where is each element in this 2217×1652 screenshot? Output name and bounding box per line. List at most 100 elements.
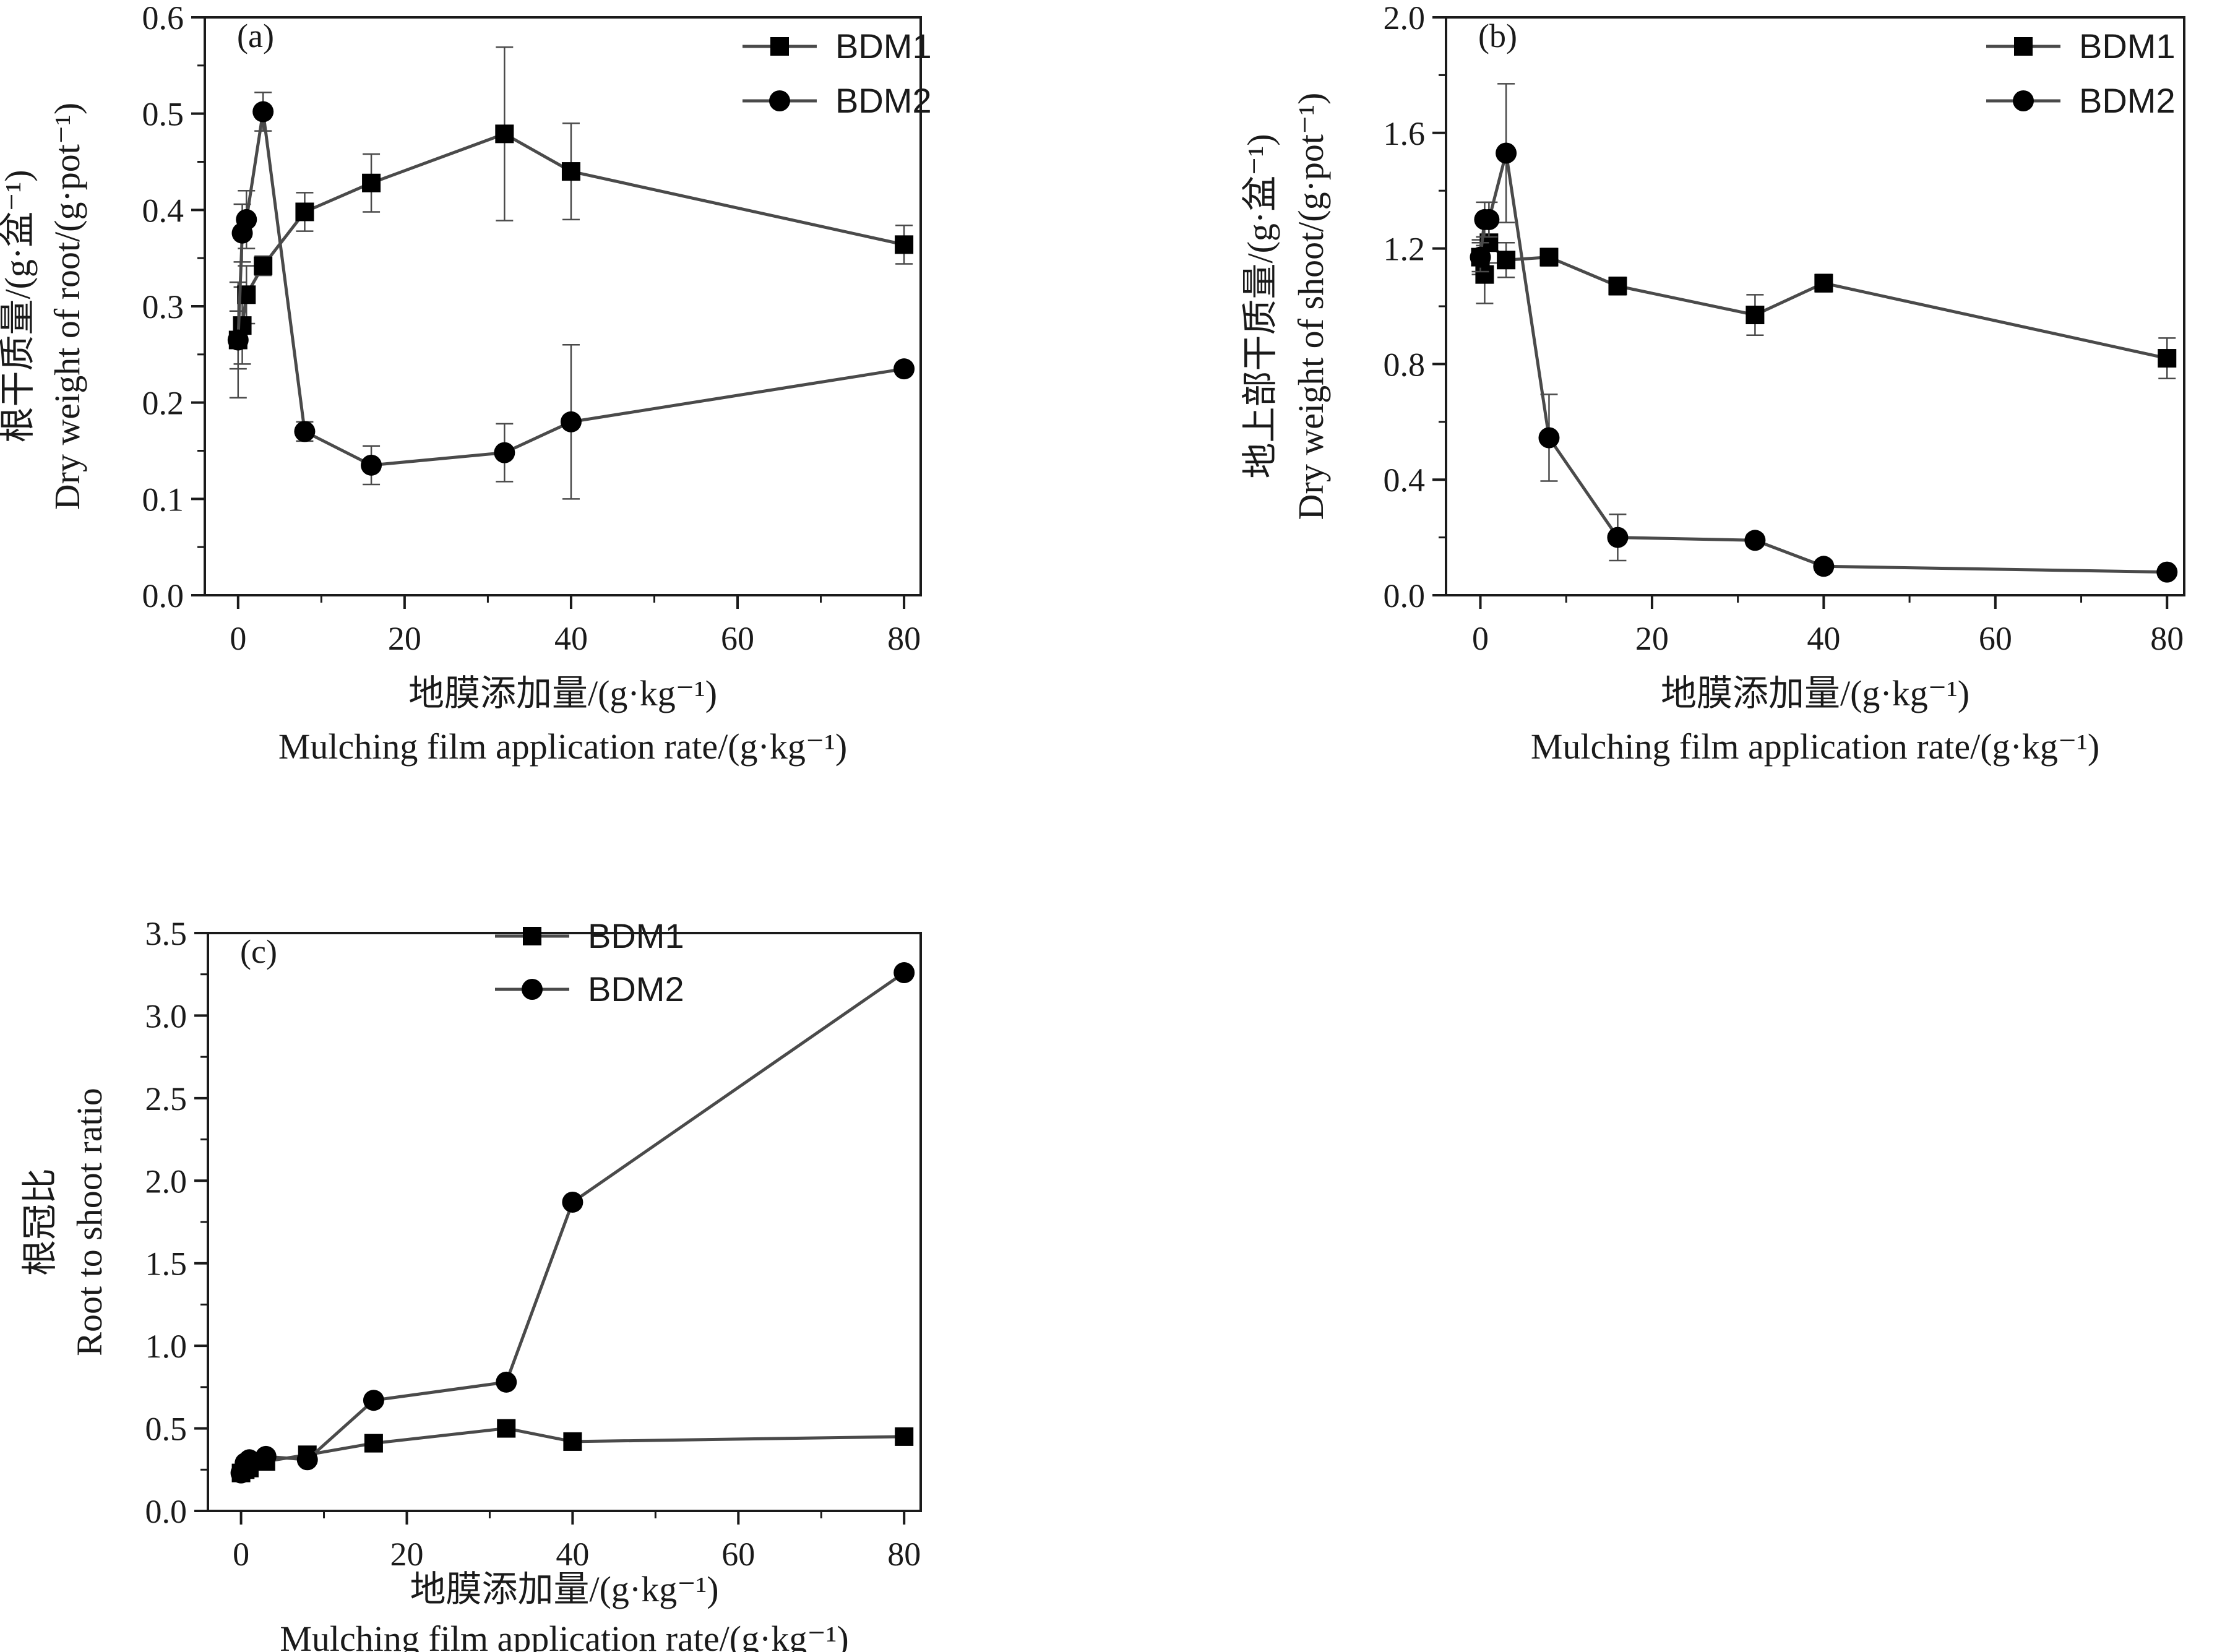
x-tick-label: 0 xyxy=(233,1536,249,1573)
series-line xyxy=(239,971,905,1474)
legend-marker xyxy=(769,90,790,111)
y-axis-title: Dry weight of shoot/(g·pot⁻¹) xyxy=(1291,93,1331,520)
x-tick-label: 0 xyxy=(230,620,246,657)
y-tick-label: 1.2 xyxy=(1384,231,1426,268)
chart-panel-a: 0 20 40 60 80 0.0 0.1 0.2 0.3 0.4 0.5 0.6 (a) 根干质量/(g… xyxy=(0,0,932,767)
legend-marker xyxy=(2014,37,2033,56)
data-point xyxy=(1475,265,1494,284)
y-tick-label: 1.0 xyxy=(145,1328,187,1365)
legend-entry: BDM1 xyxy=(495,916,684,955)
y-tick-label: 0.0 xyxy=(1384,577,1426,614)
y-tick-label: 2.5 xyxy=(145,1080,187,1117)
y-axis-title: Dry weight of root/(g·pot⁻¹) xyxy=(47,103,87,510)
x-axis-title: 地膜添加量/(g·kg⁻¹) xyxy=(1661,673,1969,713)
panel-label: (a) xyxy=(237,17,274,54)
x-tick-label: 60 xyxy=(721,1536,755,1573)
data-point xyxy=(252,101,274,123)
data-point xyxy=(563,1432,582,1451)
x-axis-title: Mulching film application rate/(g·kg⁻¹) xyxy=(278,726,847,767)
data-point xyxy=(362,173,381,192)
data-point xyxy=(254,256,273,275)
x-tick-label: 40 xyxy=(1807,620,1840,657)
y-axis-title: Root to shoot ratio xyxy=(69,1088,110,1356)
data-point xyxy=(1538,427,1560,449)
data-point xyxy=(895,1427,914,1446)
y-tick-label: 1.5 xyxy=(145,1245,187,1283)
data-point xyxy=(1497,251,1516,270)
x-axis-title: 地膜添加量/(g·kg⁻¹) xyxy=(410,1569,718,1609)
y-tick-label: 0.3 xyxy=(142,288,184,325)
x-axis-title: Mulching film application rate/(g·kg⁻¹) xyxy=(1531,726,2099,767)
x-tick-label: 20 xyxy=(390,1536,423,1573)
legend-marker xyxy=(523,927,541,945)
data-point xyxy=(2156,561,2178,583)
data-point xyxy=(238,1449,260,1471)
x-tick-label: 40 xyxy=(556,1536,589,1573)
data-point xyxy=(1470,246,1491,268)
data-point xyxy=(295,202,314,222)
data-point xyxy=(1813,556,1835,577)
data-point xyxy=(1539,247,1559,267)
data-point xyxy=(893,358,915,380)
legend-entry: BDM1 xyxy=(743,27,932,66)
data-point xyxy=(363,1390,384,1411)
y-axis-title: 根冠比 xyxy=(20,1168,60,1276)
y-tick-label: 3.5 xyxy=(145,915,187,952)
legend-label: BDM2 xyxy=(2079,81,2176,120)
y-tick-label: 2.0 xyxy=(1384,0,1426,37)
y-tick-label: 0.1 xyxy=(142,481,184,518)
data-point xyxy=(364,1434,383,1453)
y-tick-label: 0.0 xyxy=(142,577,184,614)
legend-label: BDM1 xyxy=(835,27,932,66)
chart-panel-b: 0 20 40 60 80 0.0 0.4 0.8 1.2 1.6 2.0 (b) 地上部干质量/(g·… xyxy=(1240,0,2185,767)
legend-marker xyxy=(2013,90,2034,111)
y-tick-label: 0.2 xyxy=(142,385,184,422)
series-line xyxy=(1479,239,2167,360)
y-tick-label: 0.6 xyxy=(142,0,184,37)
x-tick-label: 20 xyxy=(1635,620,1669,657)
legend-label: BDM1 xyxy=(588,916,684,955)
x-tick-label: 80 xyxy=(887,620,921,657)
x-tick-label: 80 xyxy=(887,1536,921,1573)
data-point xyxy=(1608,277,1627,296)
x-tick-label: 60 xyxy=(721,620,754,657)
data-point xyxy=(895,235,914,254)
data-point xyxy=(1496,142,1517,164)
data-point xyxy=(361,454,382,476)
x-tick-label: 0 xyxy=(1472,620,1489,657)
data-point xyxy=(494,442,515,463)
x-axis-title: 地膜添加量/(g·kg⁻¹) xyxy=(408,673,717,713)
data-point xyxy=(227,329,249,351)
x-axis-title: Mulching film application rate/(g·kg⁻¹) xyxy=(280,1619,848,1652)
x-tick-label: 20 xyxy=(388,620,421,657)
panel-label: (b) xyxy=(1478,17,1517,54)
data-point xyxy=(560,411,582,432)
legend-marker xyxy=(770,37,789,56)
panel-label: (c) xyxy=(240,933,277,970)
legend-label: BDM2 xyxy=(835,81,932,120)
series-bdm2 xyxy=(230,962,915,1484)
data-point xyxy=(1607,527,1629,548)
data-point xyxy=(561,162,580,181)
data-point xyxy=(2158,349,2177,368)
y-axis-title: 根干质量/(g·盆⁻¹) xyxy=(0,170,38,442)
data-point xyxy=(236,209,257,230)
y-tick-label: 0.4 xyxy=(1384,462,1426,499)
y-tick-label: 0.5 xyxy=(145,1411,187,1448)
y-tick-label: 0.4 xyxy=(142,192,184,229)
legend-entry: BDM2 xyxy=(743,81,932,120)
legend-entry: BDM1 xyxy=(1986,27,2176,66)
data-point xyxy=(1478,209,1500,230)
legend-marker xyxy=(522,979,543,1000)
y-tick-label: 3.0 xyxy=(145,997,187,1035)
y-axis-title: 地上部干质量/(g·盆⁻¹) xyxy=(1240,134,1280,478)
data-point xyxy=(296,1449,318,1471)
plot-frame xyxy=(204,16,922,596)
legend-entry: BDM2 xyxy=(495,970,684,1009)
data-point xyxy=(562,1191,583,1213)
series-bdm2 xyxy=(227,92,915,500)
plot-frame xyxy=(1445,16,2185,596)
y-tick-label: 0.8 xyxy=(1384,346,1426,383)
legend-label: BDM1 xyxy=(2079,27,2176,66)
